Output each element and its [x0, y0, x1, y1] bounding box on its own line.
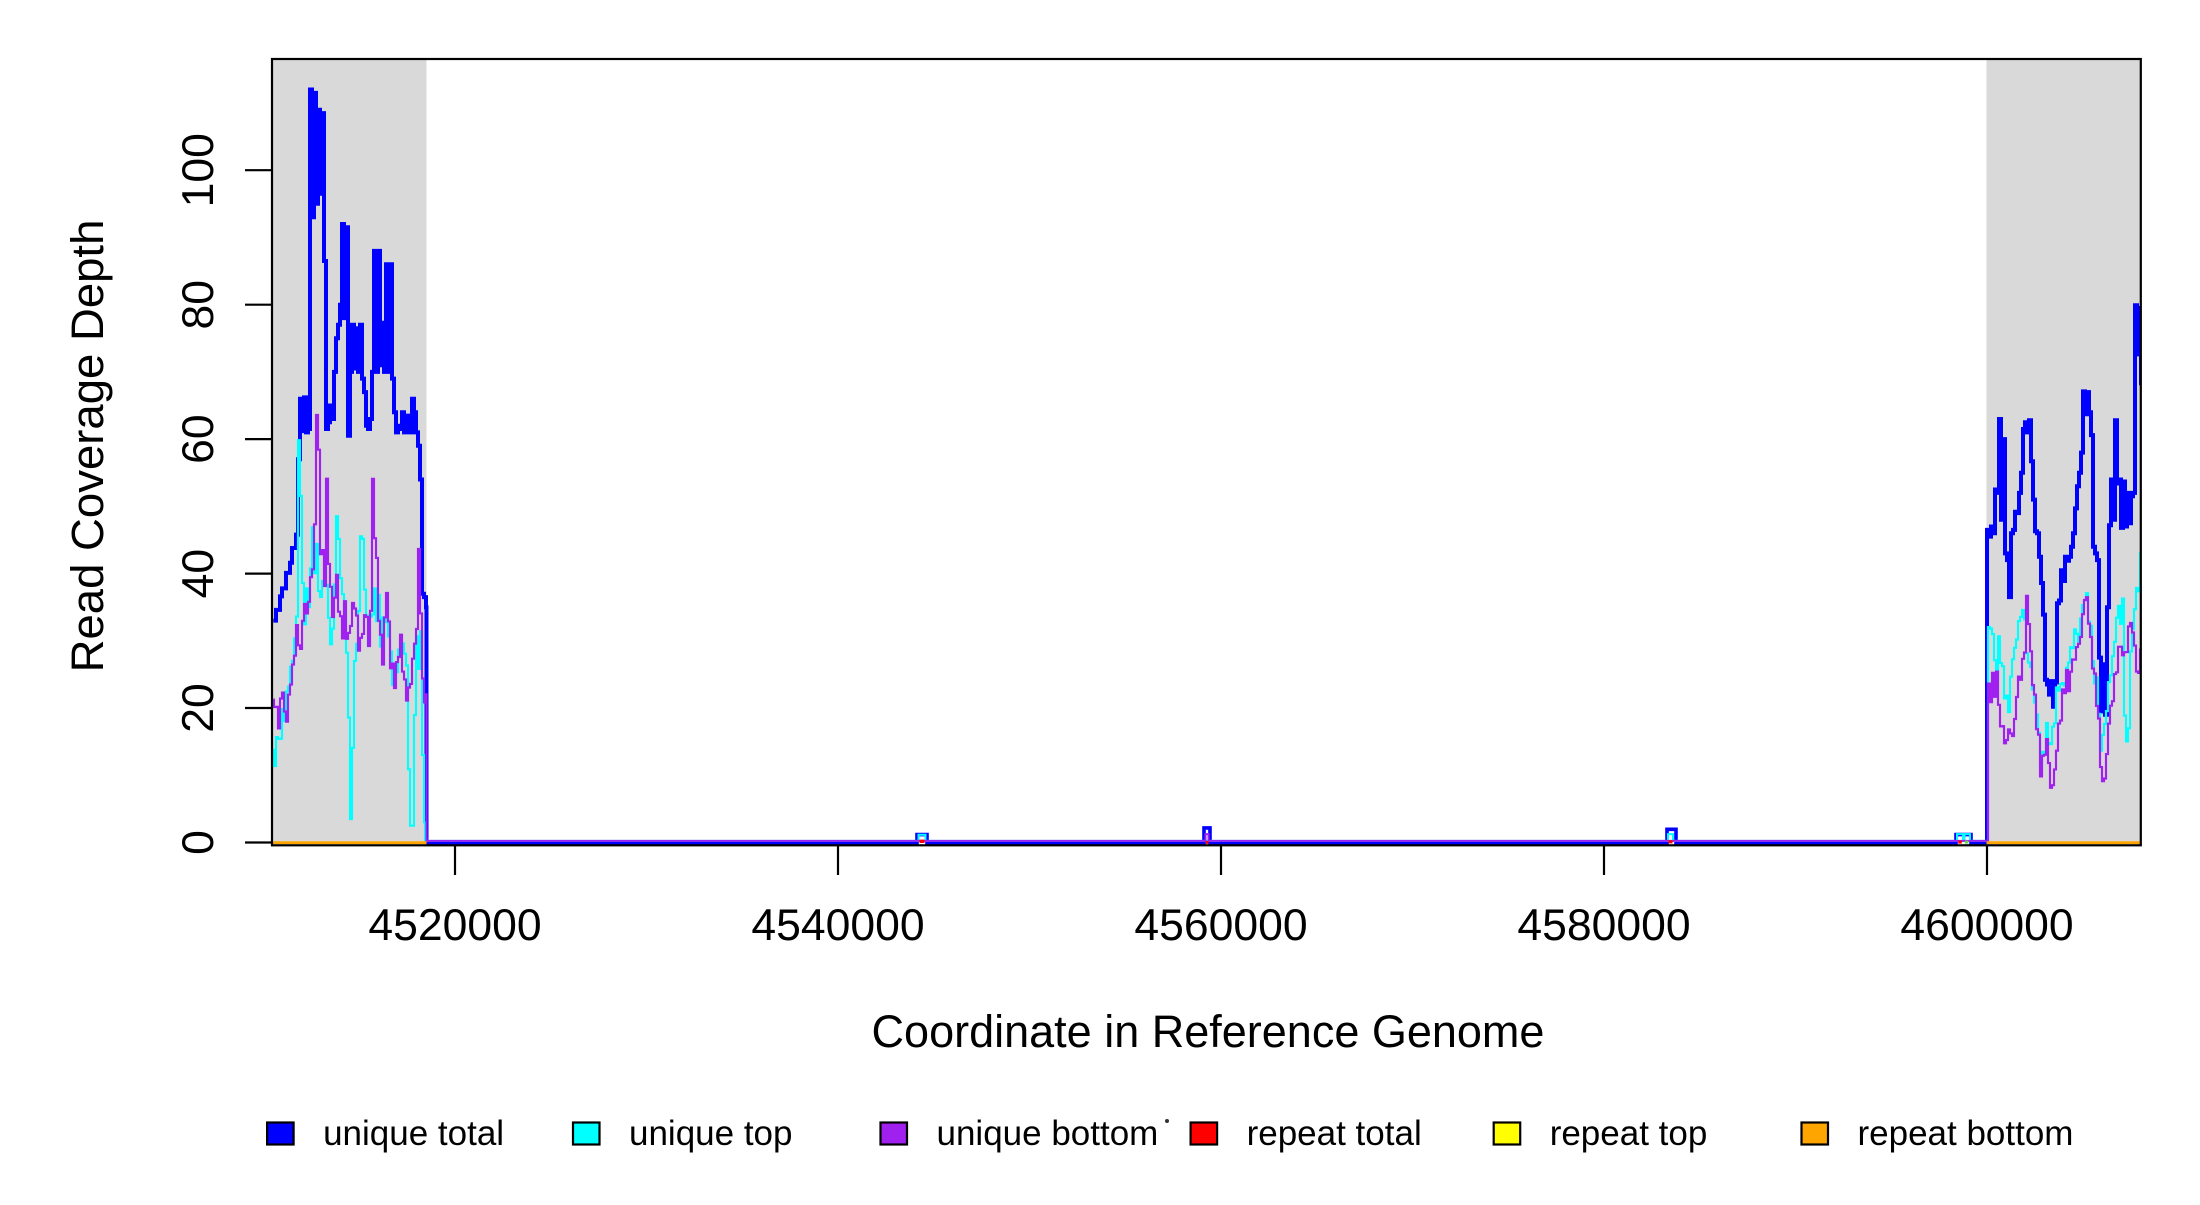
svg-text:4600000: 4600000 — [1900, 901, 2073, 950]
svg-text:repeat top: repeat top — [1550, 1114, 1708, 1153]
svg-text:4520000: 4520000 — [368, 901, 541, 950]
svg-text:unique total: unique total — [323, 1114, 504, 1153]
svg-text:40: 40 — [174, 549, 223, 599]
svg-text:unique top: unique top — [629, 1114, 792, 1153]
svg-text:4580000: 4580000 — [1517, 901, 1690, 950]
svg-text:80: 80 — [174, 280, 223, 330]
svg-text:20: 20 — [174, 683, 223, 733]
svg-text:repeat bottom: repeat bottom — [1858, 1114, 2074, 1153]
svg-text:4540000: 4540000 — [751, 901, 924, 950]
svg-text:unique bottom: unique bottom — [937, 1114, 1159, 1153]
svg-text:0: 0 — [174, 830, 223, 855]
svg-text:100: 100 — [174, 133, 223, 207]
svg-text:Read Coverage Depth: Read Coverage Depth — [62, 220, 113, 673]
svg-text:Coordinate in Reference Genome: Coordinate in Reference Genome — [872, 1006, 1545, 1057]
svg-text:4560000: 4560000 — [1134, 901, 1307, 950]
svg-text:repeat total: repeat total — [1247, 1114, 1422, 1153]
svg-text:60: 60 — [174, 414, 223, 464]
